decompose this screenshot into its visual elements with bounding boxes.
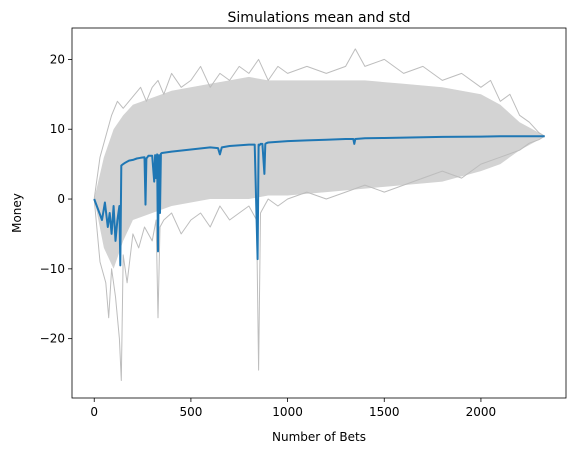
x-tick-label: 1500: [369, 405, 400, 419]
y-axis-label: Money: [10, 193, 24, 233]
lower-envelope-line: [93, 135, 545, 381]
x-axis: 0 500 1000 1500 2000: [90, 398, 496, 419]
y-axis: −20 −10 0 10 20: [40, 52, 72, 346]
upper-envelope-line: [93, 48, 545, 200]
x-axis-label: Number of Bets: [272, 430, 366, 444]
mean-line: [93, 135, 545, 267]
y-tick-label: 0: [57, 192, 65, 206]
y-tick-label: 20: [50, 52, 65, 66]
plot-frame: [71, 27, 567, 399]
plot-content: [93, 48, 545, 381]
x-tick-label: 1000: [272, 405, 303, 419]
std-band-area: [94, 76, 545, 269]
x-tick-label: 0: [90, 405, 98, 419]
x-tick-label: 2000: [466, 405, 497, 419]
chart-title: Simulations mean and std: [228, 10, 411, 26]
y-tick-label: 10: [50, 122, 65, 136]
x-tick-label: 500: [179, 405, 202, 419]
y-tick-label: −10: [40, 262, 65, 276]
y-tick-label: −20: [40, 332, 65, 346]
